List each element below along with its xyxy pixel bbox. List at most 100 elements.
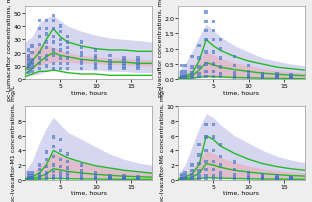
Point [107,62,112,66]
X-axis label: time, hours: time, hours [223,90,260,95]
Point [37,28,42,31]
Point [44,175,49,178]
Point [204,75,209,79]
Point [37,36,42,39]
Point [136,57,141,60]
Point [58,68,63,71]
Point [65,41,70,44]
Point [26,65,31,68]
Point [44,58,49,62]
Point [136,176,141,180]
Point [232,77,237,80]
Point [58,62,63,66]
Point [260,75,265,78]
Point [218,48,223,51]
Point [58,31,63,34]
Point [121,175,126,178]
Point [204,174,209,177]
Point [190,75,195,78]
Point [30,45,35,48]
Point [58,171,63,174]
Point [211,51,216,54]
Point [30,66,35,70]
Point [51,175,56,178]
Point [93,68,98,71]
Point [183,65,188,68]
Point [79,169,84,173]
Point [51,145,56,149]
Point [30,58,35,62]
Point [204,11,209,15]
Point [211,39,216,42]
Point [197,57,202,60]
Point [58,138,63,141]
Point [30,176,35,179]
Point [65,177,70,180]
Point [51,28,56,31]
Point [218,175,223,178]
Point [218,171,223,174]
Point [246,75,251,79]
Point [65,160,70,163]
Point [260,174,265,177]
Point [51,62,56,66]
Point [190,176,195,179]
Point [204,30,209,33]
X-axis label: time, hours: time, hours [71,190,107,195]
Point [274,176,279,179]
Point [288,178,293,181]
Point [30,178,35,181]
Point [204,177,209,180]
Point [246,178,251,181]
Point [211,168,216,171]
Point [79,164,84,167]
Point [288,74,293,77]
Point [183,74,188,77]
Point [44,177,49,180]
Point [37,52,42,55]
Point [288,176,293,179]
Point [190,56,195,59]
Point [65,52,70,55]
Point [183,172,188,175]
Point [93,172,98,175]
Point [260,176,265,179]
Point [136,65,141,68]
Point [65,57,70,60]
Point [204,149,209,152]
Point [197,143,202,146]
Point [44,41,49,44]
Point [211,160,216,163]
Point [197,177,202,180]
Point [44,55,49,58]
Point [93,65,98,68]
Point [197,175,202,178]
Point [183,177,188,180]
Point [136,178,141,181]
Point [232,176,237,179]
Point [44,20,49,23]
Point [51,177,56,180]
Point [204,39,209,42]
Point [44,33,49,36]
Point [179,75,184,79]
Point [93,178,98,181]
Point [232,75,237,78]
Point [79,55,84,58]
Point [121,178,126,181]
Point [179,65,184,68]
Point [44,65,49,68]
Point [107,60,112,63]
Point [44,165,49,168]
Point [190,177,195,181]
Point [274,177,279,180]
Point [51,136,56,139]
Point [93,175,98,178]
Point [58,158,63,161]
Point [211,21,216,24]
Point [136,60,141,63]
Point [218,75,223,79]
Point [218,39,223,42]
Point [51,170,56,174]
Point [26,172,31,175]
